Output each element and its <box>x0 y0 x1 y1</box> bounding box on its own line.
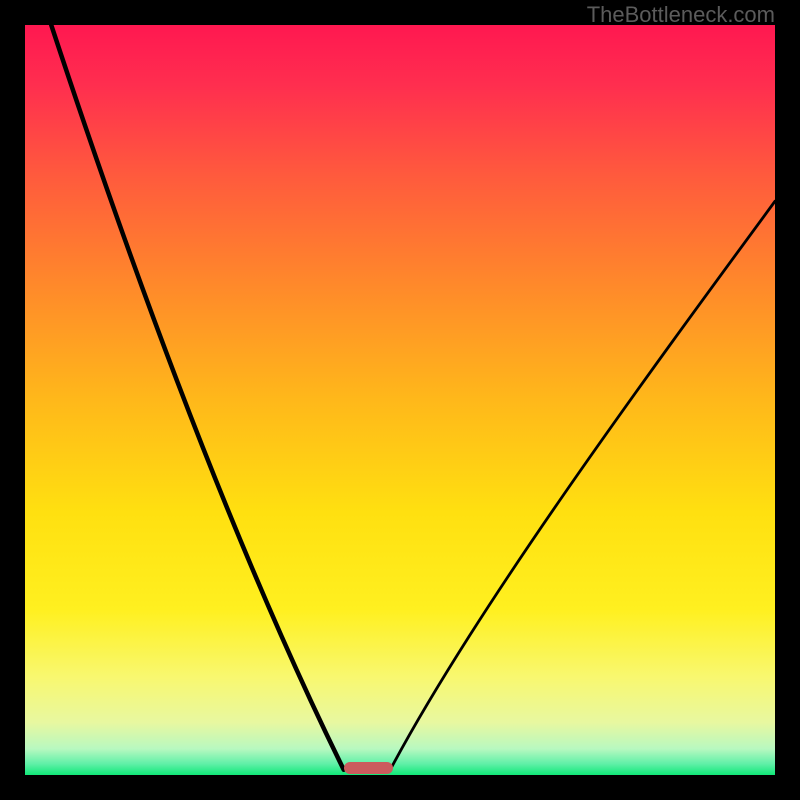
center-bar <box>344 762 393 773</box>
chart-container: TheBottleneck.com <box>0 0 800 800</box>
curve-layer <box>25 25 775 775</box>
curve-left <box>51 25 344 770</box>
watermark-text: TheBottleneck.com <box>587 2 775 28</box>
plot-area <box>25 25 775 775</box>
curve-right <box>390 201 775 770</box>
